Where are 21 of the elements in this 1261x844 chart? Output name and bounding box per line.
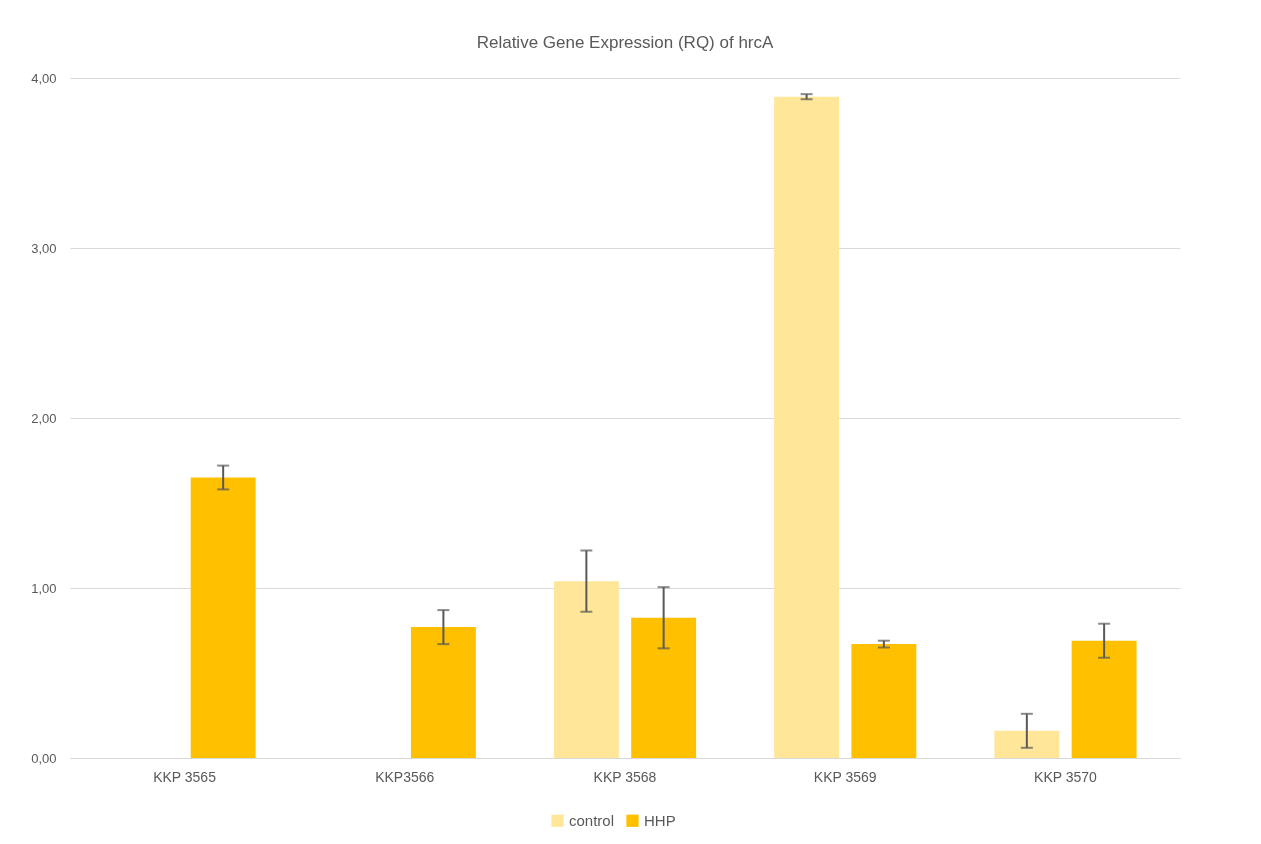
bar (994, 730, 1060, 758)
bar (410, 627, 476, 758)
bar (631, 617, 697, 758)
bar (1071, 640, 1137, 758)
bar (851, 644, 917, 758)
legend-label: HHP (644, 811, 676, 829)
y-tick-label: 3,00 (31, 240, 57, 256)
x-tick-label: KKP 3565 (153, 768, 217, 785)
y-tick-label: 2,00 (31, 410, 57, 426)
chart-title: Relative Gene Expression (RQ) of hrcA (476, 33, 774, 52)
bar (774, 96, 840, 758)
y-tick-label: 1,00 (31, 580, 57, 596)
y-tick-label: 4,00 (31, 70, 57, 86)
x-tick-label: KKP 3570 (1034, 768, 1098, 785)
bar (553, 581, 619, 758)
x-tick-label: KKP 3569 (813, 768, 877, 785)
x-tick-label: KKP3566 (375, 768, 435, 785)
legend-label: control (569, 811, 615, 829)
bar (190, 477, 256, 758)
x-tick-label: KKP 3568 (593, 768, 657, 785)
y-tick-label: 0,00 (31, 750, 57, 766)
